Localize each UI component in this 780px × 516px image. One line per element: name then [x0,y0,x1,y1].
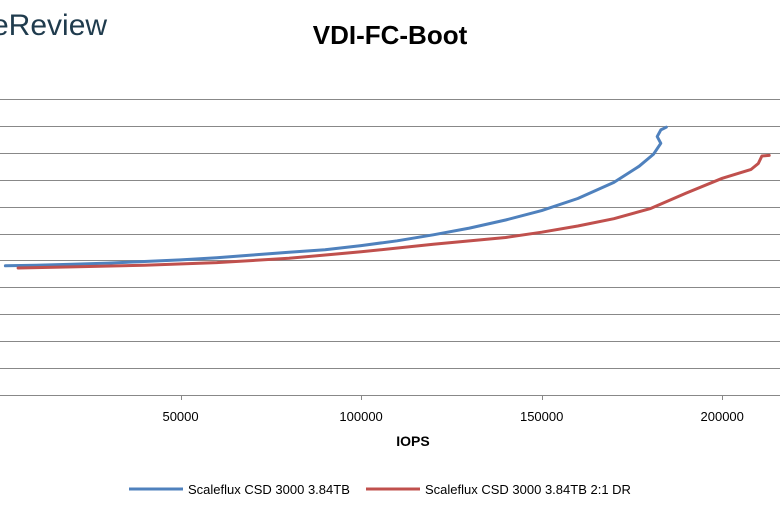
brand-logo-text: eReview [0,9,107,42]
x-tick-label: 200000 [701,409,744,424]
x-axis-title: IOPS [396,433,429,449]
legend: Scaleflux CSD 3000 3.84TB Scaleflux CSD … [129,482,631,497]
legend-label-series-2: Scaleflux CSD 3000 3.84TB 2:1 DR [425,482,631,497]
legend-label-series-1: Scaleflux CSD 3000 3.84TB [188,482,350,497]
series-line-1 [3,125,668,268]
x-tick-label: 50000 [162,409,198,424]
series-line-2 [16,153,771,270]
x-axis: 50000 100000 150000 200000 [0,395,780,424]
plot-area [3,125,771,270]
chart-title: VDI-FC-Boot [313,20,468,50]
x-tick-label: 150000 [520,409,563,424]
x-tick-label: 100000 [339,409,382,424]
gridlines [0,99,780,369]
